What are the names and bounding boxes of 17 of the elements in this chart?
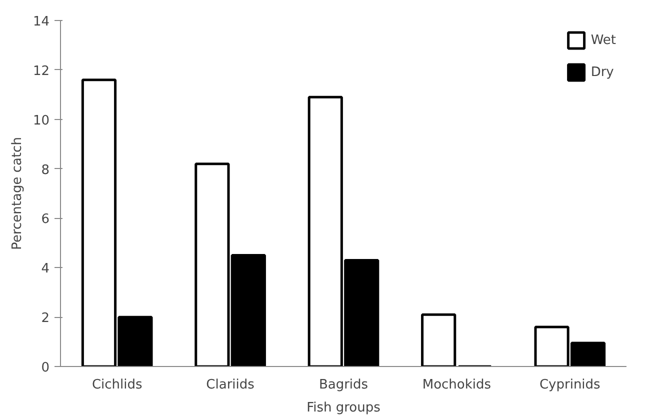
legend-label: Wet bbox=[590, 32, 616, 48]
y-tick-label: 10 bbox=[32, 113, 50, 128]
x-tick-label: Cyprinids bbox=[539, 378, 601, 392]
x-tick-label: Bagrids bbox=[318, 378, 368, 392]
y-tick-label: 4 bbox=[41, 262, 50, 277]
x-tick-label: Cichlids bbox=[92, 378, 142, 392]
y-tick-label: 0 bbox=[41, 360, 50, 376]
legend-label: Dry bbox=[590, 64, 614, 80]
y-axis-title: Percentage catch bbox=[10, 137, 25, 250]
x-tick-label: Clariids bbox=[206, 378, 255, 392]
y-tick-label: 8 bbox=[41, 162, 50, 178]
y-tick-label: 14 bbox=[32, 14, 50, 30]
y-tick-label: 12 bbox=[32, 64, 50, 79]
y-tick-label: 2 bbox=[41, 311, 50, 326]
x-axis-title: Fish groups bbox=[306, 400, 381, 416]
y-tick-label: 6 bbox=[41, 212, 50, 228]
x-tick-label: Mochokids bbox=[422, 378, 492, 392]
